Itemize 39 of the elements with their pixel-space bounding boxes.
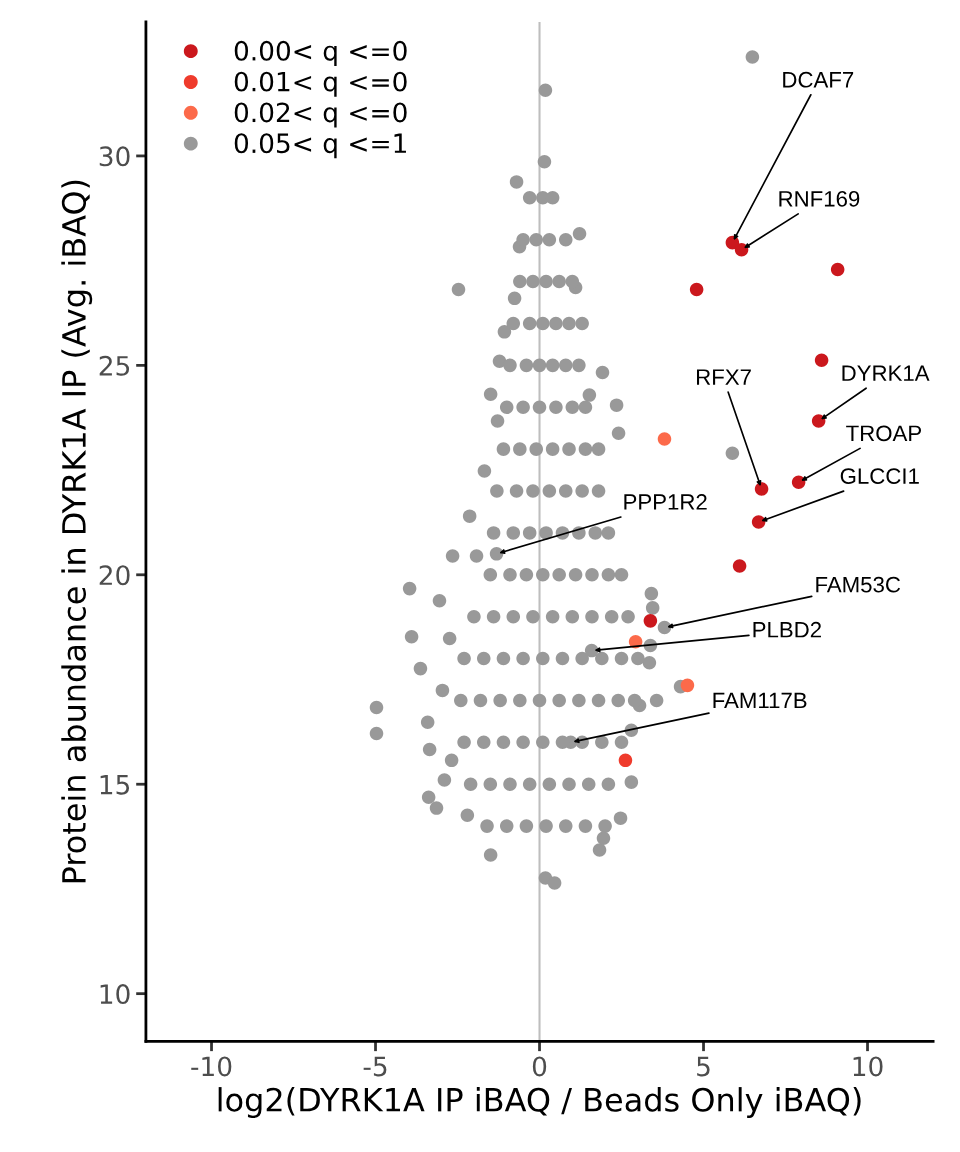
annotation: PLBD2 [753, 621, 821, 638]
point [814, 353, 829, 368]
annotation: PPP1R2 [624, 494, 707, 510]
legend-label: 0.02< q <=0 [234, 102, 407, 128]
annotation: FAM117B [713, 692, 807, 709]
x-tick-label: -10 [191, 1056, 232, 1077]
annotation: DYRK1A [842, 365, 930, 381]
y-axis-title: Protein abundance in DYRK1A IP (Avg. iBAQ) [61, 180, 93, 883]
annotation: RNF169 [779, 190, 860, 207]
point [680, 678, 695, 693]
point [751, 515, 766, 529]
legend-label: 0.05< q <=1 [234, 133, 406, 159]
x-tick-label: 5 [697, 1056, 710, 1077]
y-tick-label: 20 [99, 565, 130, 586]
legend-label: 0.01< q <=0 [234, 71, 407, 97]
y-tick-label: 15 [100, 775, 130, 795]
y-tick-label: 30 [99, 146, 130, 167]
annotation: DCAF7 [783, 71, 854, 88]
point [618, 753, 633, 768]
legend-label: 0.00< q <=0 [234, 40, 407, 66]
point [791, 475, 806, 489]
x-tick-label: -5 [363, 1056, 387, 1077]
x-tick-label: 0 [532, 1056, 547, 1077]
point [754, 482, 769, 496]
annotation: TROAP [846, 425, 922, 442]
x-tick-label: 10 [853, 1056, 883, 1077]
y-tick-label: 10 [100, 984, 130, 1005]
point [811, 414, 826, 428]
point [657, 432, 672, 446]
point [732, 559, 747, 573]
y-tick-label: 25 [99, 355, 130, 376]
point [643, 614, 658, 628]
x-axis-title: log2(DYRK1A IP iBAQ / Beads Only iBAQ) [218, 1087, 861, 1118]
annotation: FAM53C [816, 576, 901, 593]
point [734, 242, 749, 257]
point [689, 282, 704, 297]
annotation: GLCCI1 [840, 468, 919, 484]
annotation: RFX7 [697, 369, 751, 385]
point [830, 262, 845, 277]
